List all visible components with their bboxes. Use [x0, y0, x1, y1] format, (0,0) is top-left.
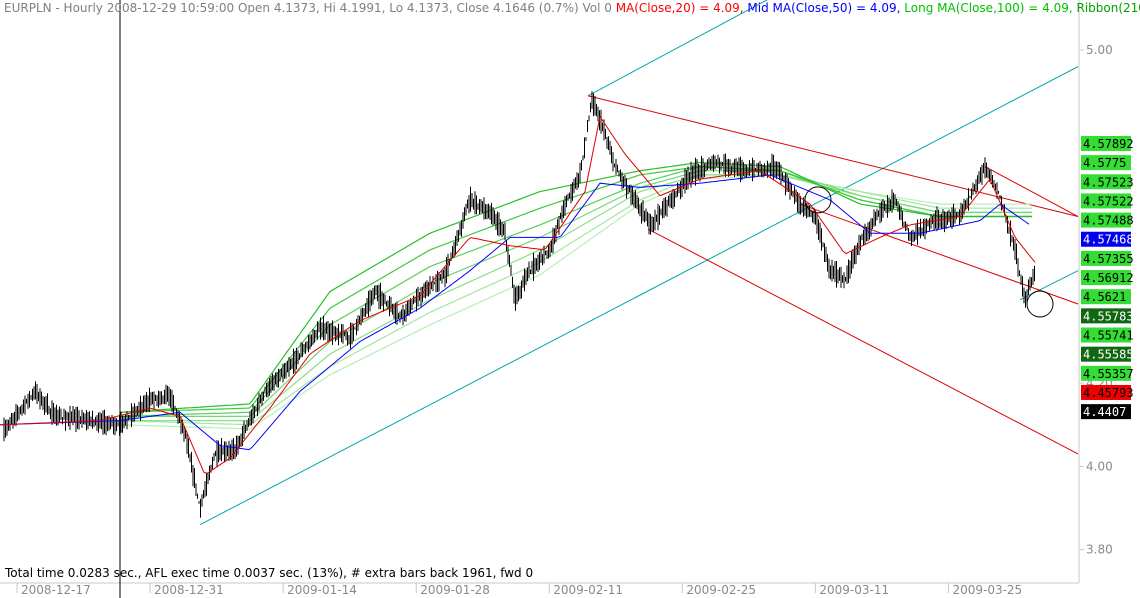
- price-tag-label: 4.55783: [1083, 309, 1134, 323]
- price-tag-bg: [1081, 135, 1131, 151]
- price-tag-bg: [1081, 174, 1131, 190]
- price-tag-label: 4.57488: [1083, 214, 1134, 228]
- price-tag-bg: [1081, 212, 1131, 228]
- x-tick-label: 2009-01-28: [420, 583, 490, 597]
- header-part: EURPLN - Hourly 2008-12-29 10:59:00 Open…: [4, 1, 616, 15]
- price-tag-label: 4.56912: [1083, 271, 1134, 285]
- x-tick-label: 2008-12-31: [154, 583, 224, 597]
- price-tag: 4.5775: [1081, 155, 1131, 171]
- price-tag: 4.55741: [1081, 327, 1134, 343]
- price-tag: 4.57355: [1081, 250, 1134, 266]
- x-tick-label: 2009-02-25: [686, 583, 756, 597]
- price-tag: 4.4407: [1081, 404, 1131, 420]
- price-tag: 4.57892: [1081, 135, 1134, 151]
- footer-stats: Total time 0.0283 sec., AFL exec time 0.…: [4, 566, 533, 580]
- x-tick-label: 2009-03-25: [952, 583, 1022, 597]
- ma50-line: [0, 174, 1030, 451]
- header-part: Ribbon(210) = (: [1077, 1, 1140, 15]
- channel-line: [199, 66, 1079, 526]
- moving-averages: [0, 115, 1036, 474]
- channel-line: [984, 166, 1079, 217]
- price-tag: 4.57468: [1081, 231, 1134, 247]
- price-tags: 4.57892 4.5775 4.57523 4.57522 4.57488 4.5746…: [1081, 135, 1134, 420]
- price-tag-label: 4.57355: [1083, 252, 1134, 266]
- price-tag-bg: [1081, 270, 1131, 286]
- price-tag-label: 4.4407: [1083, 405, 1126, 419]
- header-part: Long MA(Close,100) = 4.09,: [904, 1, 1076, 15]
- x-tick-label: 2009-01-14: [287, 583, 357, 597]
- price-tag-label: 4.55741: [1083, 329, 1134, 343]
- ma20-line: [0, 115, 1036, 474]
- price-tag-label: 4.55357: [1083, 367, 1134, 381]
- channel-line: [647, 228, 1079, 455]
- price-tag: 4.55783: [1081, 308, 1134, 324]
- channel-line: [799, 203, 1079, 305]
- price-tag: 4.55357: [1081, 365, 1134, 381]
- price-tag-label: 4.55585: [1083, 348, 1134, 362]
- price-tag: 4.5621: [1081, 289, 1131, 305]
- price-bar-series: [3, 91, 1035, 518]
- header-part: MA(Close,20) = 4.09,: [616, 1, 748, 15]
- price-tag-bg: [1081, 384, 1131, 400]
- x-axis-ticks: 2008-12-17 2008-12-31 2009-01-14 2009-01-28…: [16, 583, 1022, 597]
- price-bars: [3, 91, 1035, 518]
- price-tag-bg: [1081, 346, 1131, 362]
- price-tag-bg: [1081, 250, 1131, 266]
- annotation-circle: [1026, 290, 1054, 318]
- price-tag-bg: [1081, 231, 1131, 247]
- price-tag-label: 4.57892: [1083, 137, 1134, 151]
- annotation-circles: [804, 186, 1054, 318]
- ribbon-line: [120, 174, 1032, 422]
- price-tag-bg: [1081, 365, 1131, 381]
- annotation-circle: [804, 186, 832, 214]
- price-tag-bg: [1081, 193, 1131, 209]
- header-part: Mid MA(Close,50) = 4.09,: [747, 1, 904, 15]
- price-tag: 4.56912: [1081, 270, 1134, 286]
- price-tag: 4.57522: [1081, 193, 1134, 209]
- price-tag-label: 4.57522: [1083, 194, 1134, 208]
- price-tag-label: 4.45793: [1083, 386, 1134, 400]
- ribbon-line: [119, 174, 1032, 426]
- x-tick-label: 2008-12-17: [21, 583, 91, 597]
- price-tag: 4.45793: [1081, 384, 1134, 400]
- ribbon-line: [119, 174, 1032, 430]
- price-tag: 4.57523: [1081, 174, 1134, 190]
- price-tag: 4.55585: [1081, 346, 1134, 362]
- channel-lines: [199, 0, 1079, 526]
- price-tag-bg: [1081, 308, 1131, 324]
- chart-header: EURPLN - Hourly 2008-12-29 10:59:00 Open…: [4, 1, 1140, 15]
- price-tag-bg: [1081, 404, 1131, 420]
- price-tag-label: 4.5621: [1083, 290, 1126, 304]
- channel-line: [587, 95, 1079, 218]
- ribbon-line: [120, 170, 1032, 417]
- price-tag-label: 4.57523: [1083, 175, 1134, 189]
- y-tick-label: 3.80: [1086, 543, 1113, 557]
- price-tag-bg: [1081, 327, 1131, 343]
- price-tag-label: 4.57468: [1083, 233, 1134, 247]
- channel-line: [587, 0, 768, 97]
- price-tag-bg: [1081, 155, 1131, 171]
- price-tag-label: 4.5775: [1083, 156, 1126, 170]
- channel-line: [1019, 270, 1079, 301]
- y-tick-label: 5.00: [1086, 43, 1113, 57]
- y-tick-label: 4.00: [1086, 459, 1113, 473]
- price-tag: 4.57488: [1081, 212, 1134, 228]
- price-tag-bg: [1081, 289, 1131, 305]
- x-tick-label: 2009-02-11: [553, 583, 623, 597]
- x-tick-label: 2009-03-11: [819, 583, 889, 597]
